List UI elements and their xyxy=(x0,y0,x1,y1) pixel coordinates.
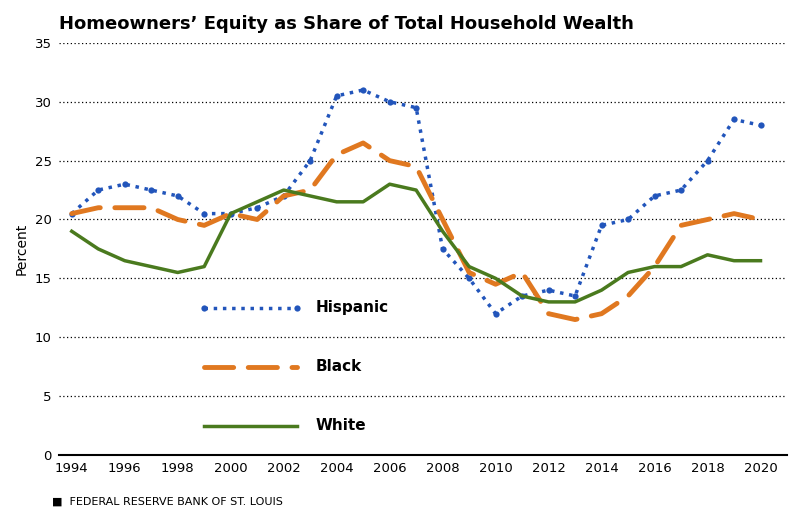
Text: White: White xyxy=(315,418,366,433)
Y-axis label: Percent: Percent xyxy=(15,223,29,275)
Text: Homeowners’ Equity as Share of Total Household Wealth: Homeowners’ Equity as Share of Total Hou… xyxy=(59,15,634,33)
Text: ■  FEDERAL RESERVE BANK OF ST. LOUIS: ■ FEDERAL RESERVE BANK OF ST. LOUIS xyxy=(52,497,283,507)
Text: Hispanic: Hispanic xyxy=(315,300,389,315)
Text: Black: Black xyxy=(315,359,362,374)
